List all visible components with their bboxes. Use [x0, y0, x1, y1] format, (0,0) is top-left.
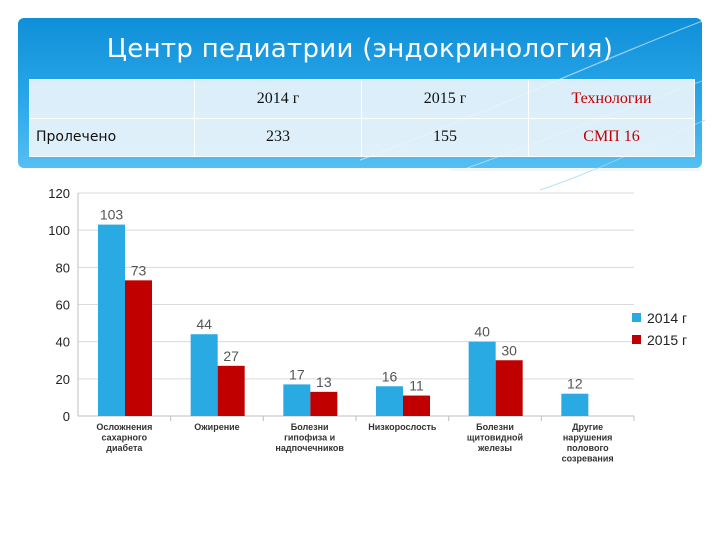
data-label: 44 [196, 316, 212, 332]
y-tick-label: 20 [56, 372, 70, 387]
summary-table: 2014 г 2015 г Технологии Пролечено 233 1… [29, 79, 695, 157]
legend-label: 2015 г [647, 332, 687, 348]
x-category-label-line: Осложнения [96, 422, 152, 432]
bar-2014-г [468, 341, 496, 416]
bar-2014-г [283, 384, 311, 416]
summary-header-technologies: Технологии [528, 79, 695, 119]
summary-data-row: Пролечено 233 155 СМП 16 [29, 117, 695, 157]
x-category-label: Болезни гипофиза и надпочечников [275, 422, 344, 453]
data-label: 16 [382, 368, 398, 384]
legend-swatch [632, 313, 641, 322]
bar-2015-г [125, 280, 152, 416]
legend-label: 2014 г [647, 310, 687, 326]
x-category-label-line: железы [477, 443, 512, 453]
y-tick-label: 100 [48, 223, 70, 238]
data-label: 13 [316, 374, 332, 390]
y-tick-label: 120 [48, 186, 70, 201]
summary-row-label: Пролечено [29, 117, 195, 157]
x-category-label-line: нарушения [563, 433, 613, 443]
data-label: 40 [474, 324, 490, 340]
data-label: 11 [409, 378, 424, 394]
x-category-label: Осложнения сахарного диабета [96, 422, 152, 453]
data-label: 12 [567, 376, 583, 392]
data-label: 30 [501, 342, 517, 358]
bar-2015-г [403, 395, 430, 416]
summary-value-2015: 155 [361, 117, 529, 157]
summary-header-2014: 2014 г [194, 79, 362, 119]
x-category-label-line: Болезни [291, 422, 329, 432]
x-category-label-line: Болезни [476, 422, 514, 432]
bar-2015-г [217, 365, 245, 416]
x-category-label: Ожирение [194, 422, 239, 432]
data-label: 17 [289, 366, 305, 382]
bar-2015-г [495, 360, 523, 416]
x-category-label-line: надпочечников [275, 443, 344, 453]
data-label: 73 [131, 262, 147, 278]
x-category-label-line: Ожирение [194, 422, 239, 432]
summary-value-technologies: СМП 16 [528, 117, 695, 157]
summary-header-row: 2014 г 2015 г Технологии [29, 79, 695, 119]
x-category-label-line: диабета [106, 443, 143, 453]
page-title: Центр педиатрии (эндокринология) [106, 34, 614, 64]
bar-2014-г [561, 393, 589, 416]
legend-swatch [632, 335, 641, 344]
bar-2014-г [190, 334, 218, 416]
summary-value-2014: 233 [194, 117, 362, 157]
bar-2015-г [310, 391, 338, 416]
x-category-label: Низкорослость [368, 422, 437, 432]
x-category-label: Другие нарушения полового созревания [562, 422, 614, 464]
x-category-label-line: Другие [572, 422, 603, 432]
y-tick-label: 80 [56, 260, 70, 275]
summary-header-2015: 2015 г [361, 79, 529, 119]
y-tick-label: 60 [56, 298, 70, 313]
summary-header-empty [29, 79, 195, 119]
x-category-label-line: полового [567, 443, 609, 453]
data-label: 27 [223, 348, 239, 364]
y-tick-label: 0 [63, 409, 70, 424]
x-category-label-line: созревания [562, 454, 614, 464]
x-category-label-line: щитовидной [467, 433, 523, 443]
bar-2014-г [376, 386, 403, 416]
y-tick-label: 40 [56, 335, 70, 350]
bar-2014-г [98, 224, 125, 416]
data-label: 103 [100, 207, 124, 223]
x-category-label-line: Низкорослость [368, 422, 437, 432]
x-category-label-line: сахарного [101, 433, 147, 443]
x-category-label: Болезни щитовидной железы [467, 422, 523, 453]
x-category-label-line: гипофиза и [284, 433, 335, 443]
